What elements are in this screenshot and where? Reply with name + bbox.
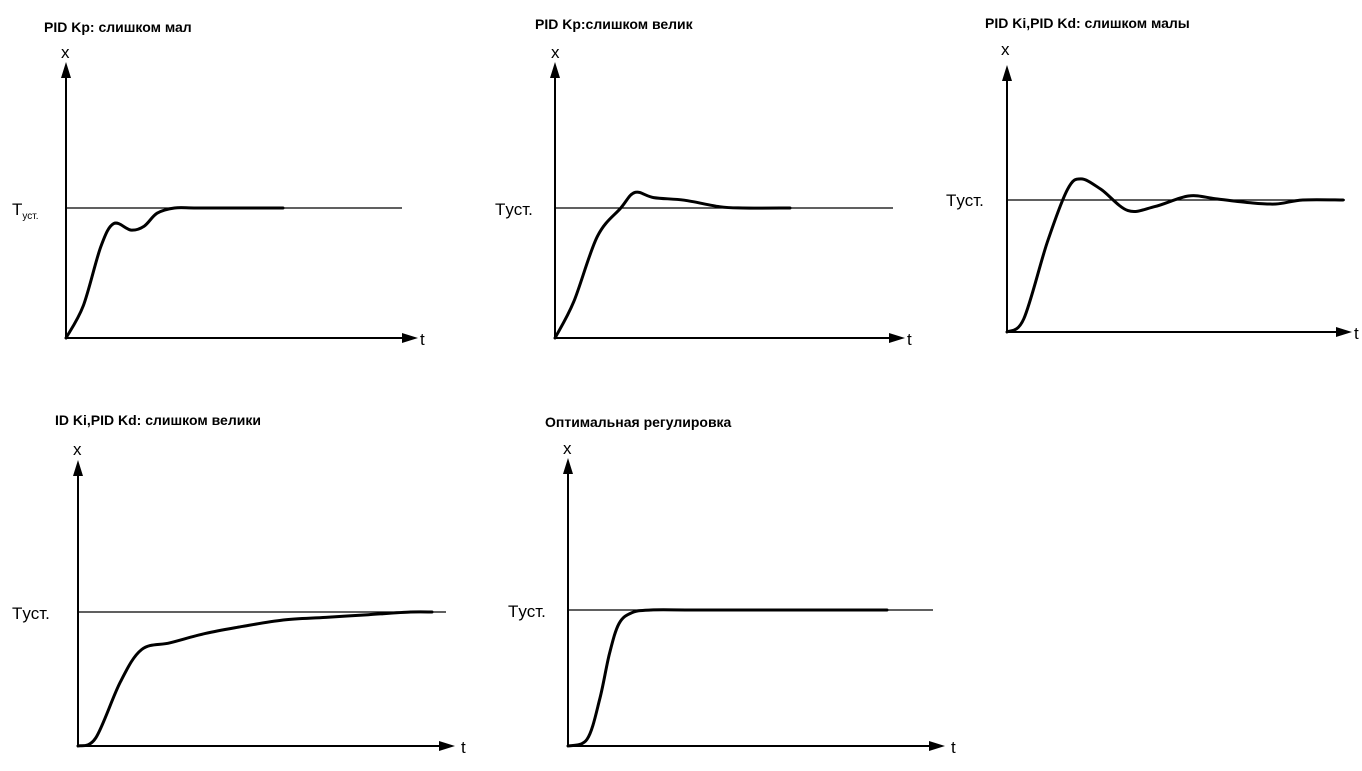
y-axis-label: x [551,43,560,62]
response-curve [64,206,285,340]
x-axis-label: t [951,738,956,757]
y-axis-arrow [563,458,573,474]
chart-kp-too-large: PID Kp:слишком велик x t Tуст. [495,16,912,349]
chart-title: PID Kp:слишком велик [535,16,694,32]
x-axis-arrow [1336,327,1352,337]
y-axis-arrow [1002,65,1012,81]
x-axis-arrow [889,333,905,343]
setpoint-label: Tуст. [12,200,39,222]
setpoint-label: Tуст. [508,602,546,621]
chart-ki-kd-too-small: PID Ki,PID Kd: слишком малы x t Tуст. [946,15,1359,343]
chart-kp-too-small: PID Kp: слишком мал x t Tуст. [12,19,425,349]
setpoint-label: Tуст. [495,200,533,219]
response-curve [553,190,792,340]
response-curve [1005,177,1345,334]
x-axis-label: t [907,330,912,349]
setpoint-label: Tуст. [946,191,984,210]
y-axis-label: x [1001,40,1010,59]
chart-title: PID Kp: слишком мал [44,19,192,35]
y-axis-arrow [73,460,83,476]
chart-title: ID Ki,PID Kd: слишком велики [55,412,261,428]
y-axis-label: x [61,43,70,62]
chart-title: PID Ki,PID Kd: слишком малы [985,15,1190,31]
setpoint-label: Tуст. [12,604,50,623]
y-axis-arrow [61,62,71,78]
y-axis-label: x [563,439,572,458]
x-axis-label: t [1354,324,1359,343]
chart-title: Оптимальная регулировка [545,414,732,430]
chart-ki-kd-too-large: ID Ki,PID Kd: слишком велики x t Tуст. [12,412,466,757]
x-axis-arrow [929,741,945,751]
response-curve [76,610,434,748]
x-axis-label: t [420,330,425,349]
x-axis-arrow [402,333,418,343]
x-axis-arrow [439,741,455,751]
x-axis-label: t [461,738,466,757]
y-axis-arrow [550,62,560,78]
y-axis-label: x [73,440,82,459]
response-curve [566,608,889,748]
chart-optimal-tuning: Оптимальная регулировка x t Tуст. [508,414,956,757]
